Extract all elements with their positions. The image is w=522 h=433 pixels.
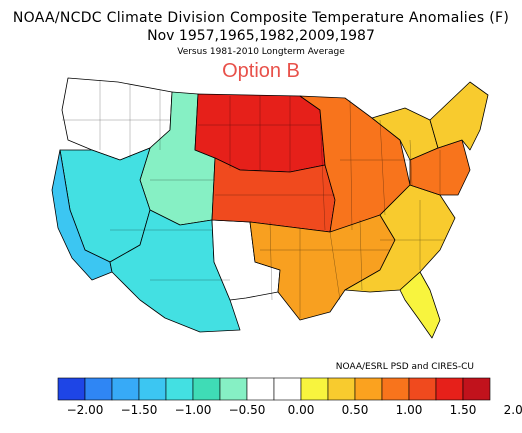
legend-swatch [408, 377, 437, 401]
legend-tick-label: 0.50 [342, 403, 369, 417]
legend-swatch [273, 377, 302, 401]
option-label: Option B [222, 60, 300, 82]
map-subtitle: Nov 1957,1965,1982,2009,1987 [147, 28, 375, 44]
map-region-florida [399, 271, 441, 339]
legend-swatch [138, 377, 167, 401]
legend-swatch [111, 377, 140, 401]
legend-swatch [84, 377, 113, 401]
map-title: NOAA/NCDC Climate Division Composite Tem… [12, 10, 510, 26]
map-region-new-england [429, 81, 489, 151]
legend-tick-label: −0.50 [229, 403, 266, 417]
legend-swatch [435, 377, 464, 401]
map-region-california-coast [51, 149, 113, 281]
legend-swatch [165, 377, 194, 401]
legend-swatch [462, 377, 491, 401]
legend-tick-label: −2.00 [67, 403, 104, 417]
legend-tick-label: 2.00 [504, 403, 522, 417]
legend-tick-label: 1.50 [450, 403, 477, 417]
legend-tick-label: 0.00 [288, 403, 315, 417]
credit-text: NOAA/ESRL PSD and CIRES-CU [335, 362, 474, 372]
legend-swatch [246, 377, 275, 401]
legend-swatch [354, 377, 383, 401]
legend-swatch [219, 377, 248, 401]
legend-swatch [327, 377, 356, 401]
baseline-note: Versus 1981-2010 Longterm Average [177, 47, 345, 57]
legend-swatch [192, 377, 221, 401]
legend-swatch [381, 377, 410, 401]
map-region-south [249, 214, 396, 321]
legend-tick-label: −1.50 [121, 403, 158, 417]
legend-tick-label: 1.00 [396, 403, 423, 417]
legend-tick-label: −1.00 [175, 403, 212, 417]
legend-swatch [57, 377, 86, 401]
legend-swatch [300, 377, 329, 401]
